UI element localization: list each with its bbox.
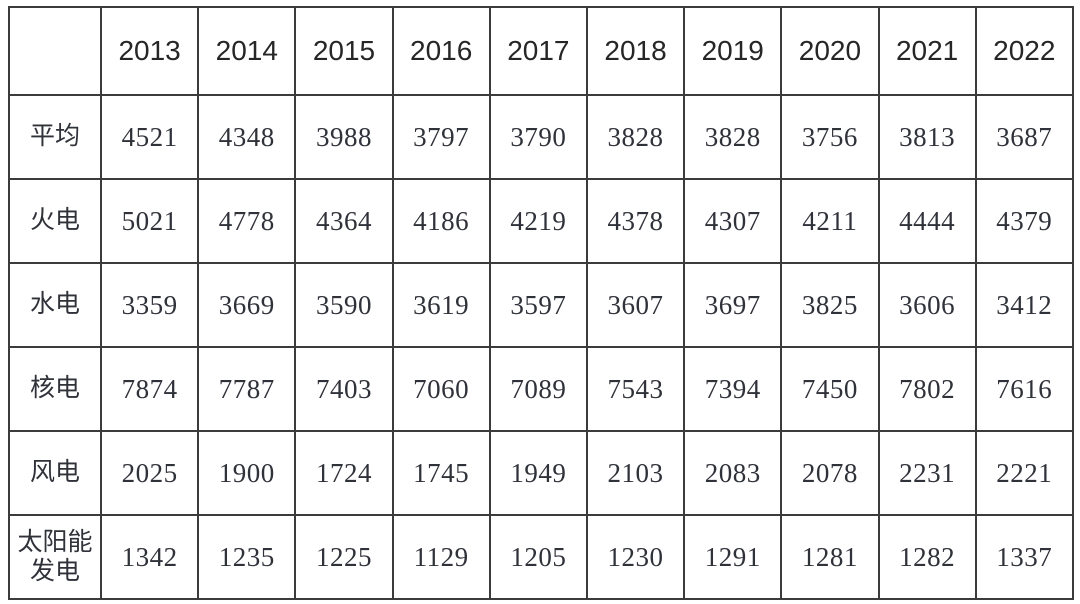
table-cell: 4307 [683,178,783,264]
table-row-nuclear: 核电 7874 7787 7403 7060 7089 7543 7394 74… [8,346,1074,432]
table-cell: 3790 [488,94,588,180]
table-cell: 1745 [391,430,491,516]
table-cell: 7802 [877,346,977,432]
column-header-2016: 2016 [391,6,491,96]
corner-cell [8,6,102,96]
table-cell: 1235 [197,514,297,600]
table-cell: 3606 [877,262,977,348]
table-cell: 4379 [974,178,1074,264]
table-cell: 2221 [974,430,1074,516]
table-row-hydro: 水电 3359 3669 3590 3619 3597 3607 3697 38… [8,262,1074,348]
table-cell: 1724 [294,430,394,516]
table-cell: 4186 [391,178,491,264]
table-cell: 3825 [780,262,880,348]
column-header-2017: 2017 [488,6,588,96]
table-cell: 1129 [391,514,491,600]
table-cell: 3412 [974,262,1074,348]
column-header-2021: 2021 [877,6,977,96]
column-header-2018: 2018 [585,6,686,96]
table-cell: 4444 [877,178,977,264]
table-cell: 1281 [780,514,880,600]
table-cell: 3828 [683,94,783,180]
table-cell: 7089 [488,346,588,432]
table-cell: 4364 [294,178,394,264]
table-cell: 4521 [99,94,200,180]
table-cell: 3590 [294,262,394,348]
table-cell: 3697 [683,262,783,348]
data-table: 2013 2014 2015 2016 2017 2018 2019 2020 … [8,6,1074,600]
table-cell: 7060 [391,346,491,432]
column-header-2013: 2013 [99,6,200,96]
table-row-wind: 风电 2025 1900 1724 1745 1949 2103 2083 20… [8,430,1074,516]
table-cell: 3813 [877,94,977,180]
table-cell: 3756 [780,94,880,180]
table-cell: 5021 [99,178,200,264]
column-header-2015: 2015 [294,6,394,96]
table-header: 2013 2014 2015 2016 2017 2018 2019 2020 … [8,6,1074,96]
column-header-2014: 2014 [197,6,297,96]
row-label-thermal: 火电 [8,178,102,264]
table-cell: 3797 [391,94,491,180]
table-cell: 1337 [974,514,1074,600]
table-cell: 3607 [585,262,686,348]
table-cell: 1230 [585,514,686,600]
table-cell: 7874 [99,346,200,432]
table-cell: 1282 [877,514,977,600]
table-cell: 3619 [391,262,491,348]
table-cell: 2231 [877,430,977,516]
table-cell: 3828 [585,94,686,180]
table-cell: 1949 [488,430,588,516]
table-cell: 4348 [197,94,297,180]
table-cell: 1225 [294,514,394,600]
row-label-solar: 太阳能发电 [8,514,102,600]
table-cell: 7787 [197,346,297,432]
table-cell: 7450 [780,346,880,432]
table-cell: 1900 [197,430,297,516]
row-label-hydro: 水电 [8,262,102,348]
table-body: 平均 4521 4348 3988 3797 3790 3828 3828 37… [8,94,1074,600]
table-cell: 1205 [488,514,588,600]
table-cell: 2078 [780,430,880,516]
table-cell: 3597 [488,262,588,348]
table-cell: 2083 [683,430,783,516]
row-label-average: 平均 [8,94,102,180]
table-cell: 7394 [683,346,783,432]
table-cell: 3359 [99,262,200,348]
row-label-wind: 风电 [8,430,102,516]
table-cell: 3988 [294,94,394,180]
table-cell: 1291 [683,514,783,600]
row-label-nuclear: 核电 [8,346,102,432]
table-row-average: 平均 4521 4348 3988 3797 3790 3828 3828 37… [8,94,1074,180]
column-header-2020: 2020 [780,6,880,96]
table-row-solar: 太阳能发电 1342 1235 1225 1129 1205 1230 1291… [8,514,1074,600]
table-cell: 3669 [197,262,297,348]
column-header-2019: 2019 [683,6,783,96]
table-cell: 3687 [974,94,1074,180]
header-row: 2013 2014 2015 2016 2017 2018 2019 2020 … [8,6,1074,96]
table-cell: 4219 [488,178,588,264]
table-cell: 4211 [780,178,880,264]
table-cell: 2103 [585,430,686,516]
table-row-thermal: 火电 5021 4778 4364 4186 4219 4378 4307 42… [8,178,1074,264]
table-cell: 1342 [99,514,200,600]
table-cell: 7403 [294,346,394,432]
table-cell: 4378 [585,178,686,264]
table-cell: 7543 [585,346,686,432]
table-cell: 4778 [197,178,297,264]
table-cell: 7616 [974,346,1074,432]
column-header-2022: 2022 [974,6,1074,96]
table-cell: 2025 [99,430,200,516]
